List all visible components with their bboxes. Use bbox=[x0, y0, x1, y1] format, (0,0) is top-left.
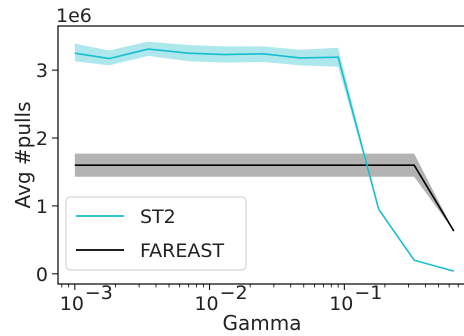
x-axis: 10 −3 10 −2 10 −1 bbox=[60, 282, 459, 315]
y-tick-label: 1 bbox=[36, 196, 48, 218]
y-tick-label: 2 bbox=[36, 128, 48, 150]
line-st2 bbox=[74, 48, 455, 272]
x-tick-label: 10 bbox=[329, 293, 353, 315]
line-fareast bbox=[74, 164, 455, 232]
y-tick-label: 3 bbox=[36, 60, 48, 82]
series-lines bbox=[74, 48, 455, 272]
y-axis: 0 1 2 3 bbox=[36, 60, 58, 286]
legend: ST2 FAREAST bbox=[65, 196, 247, 271]
plot-frame bbox=[57, 25, 464, 285]
legend-label-fareast: FAREAST bbox=[140, 240, 224, 262]
x-axis-label: Gamma bbox=[223, 311, 302, 335]
y-tick-label: 0 bbox=[36, 264, 48, 286]
x-tick-exponent: −2 bbox=[220, 282, 248, 304]
y-axis-label: Avg #pulls bbox=[11, 101, 35, 208]
legend-label-st2: ST2 bbox=[140, 206, 176, 228]
confidence-bands bbox=[74, 41, 454, 272]
x-tick-label: 10 bbox=[60, 293, 84, 315]
band-fareast bbox=[74, 153, 454, 232]
x-tick-label: 10 bbox=[194, 293, 218, 315]
y-offset-label: 1e6 bbox=[56, 5, 92, 27]
x-tick-exponent: −3 bbox=[85, 282, 113, 304]
x-tick-exponent: −1 bbox=[354, 282, 382, 304]
